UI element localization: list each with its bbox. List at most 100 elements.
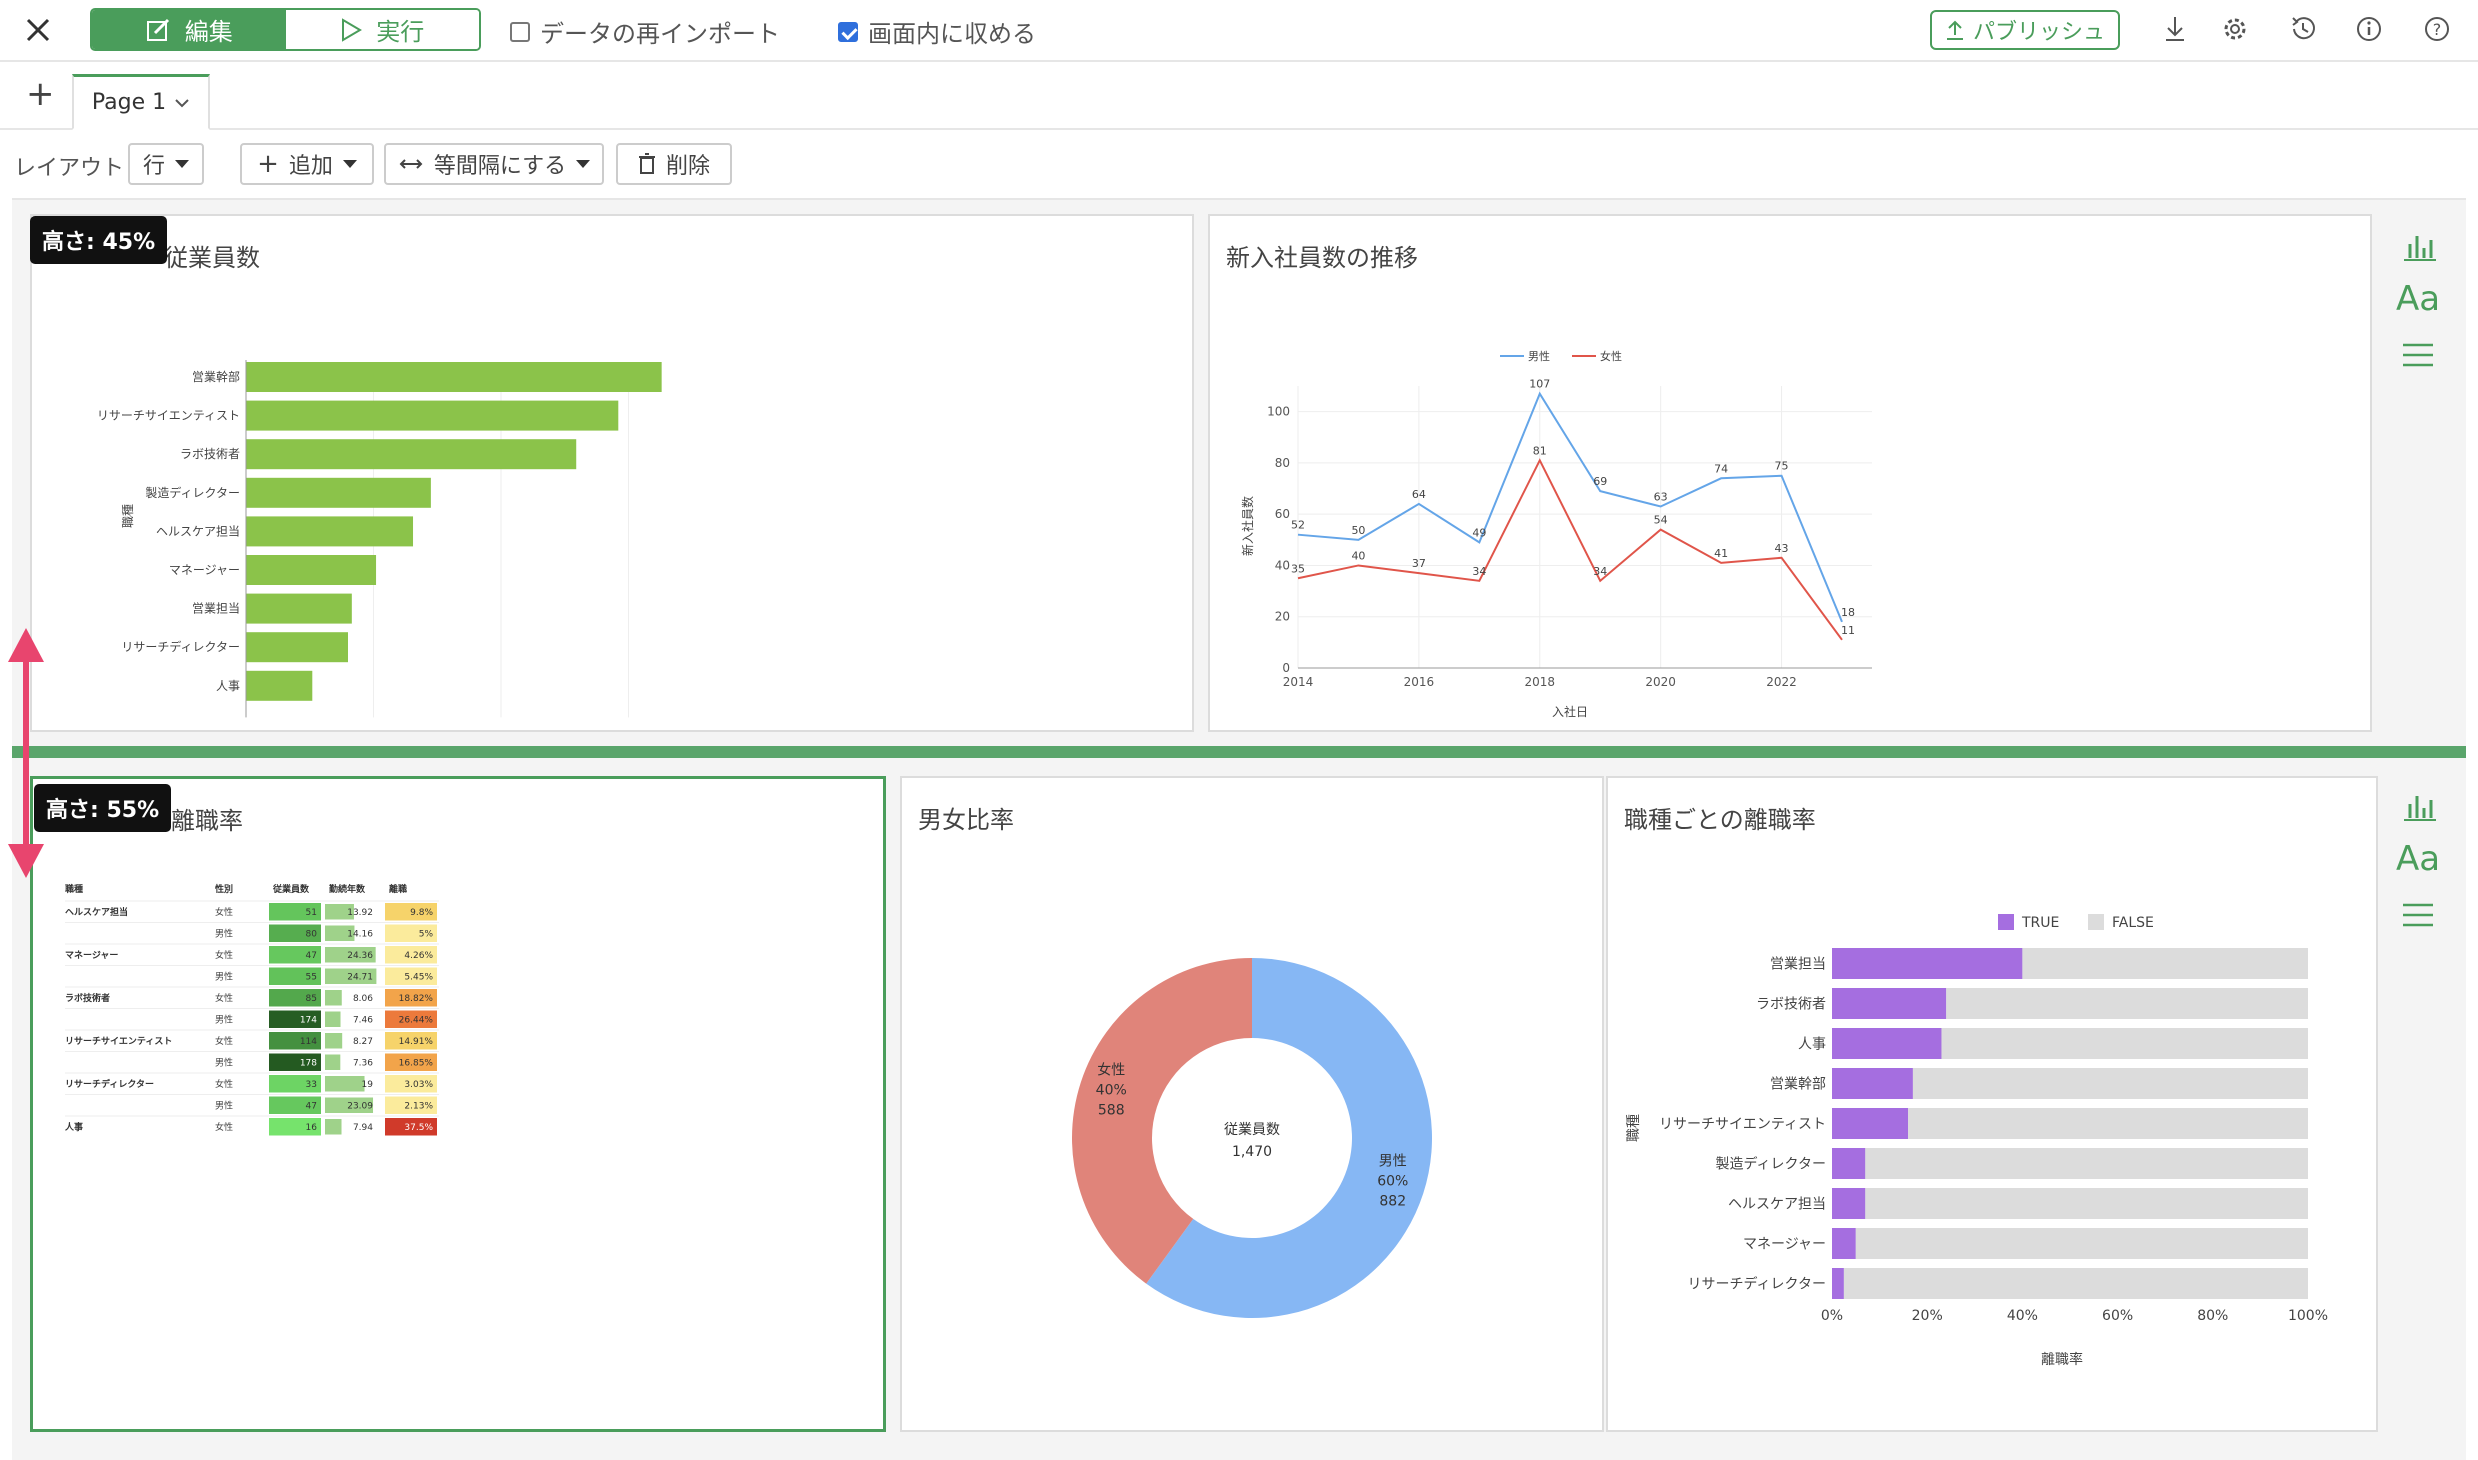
text-style-icon[interactable]: Aa [2394,278,2444,318]
x-tick-label: 2022 [1766,675,1797,689]
menu-lines-icon[interactable] [2400,340,2436,370]
layout-row-select[interactable]: 行 [128,143,204,185]
data-label: 107 [1529,378,1550,391]
table-cell-tenure: 24.71 [347,973,373,983]
table-cell-employees: 178 [300,1059,317,1069]
table-cell-tenure: 14.16 [347,930,373,940]
reimport-checkbox-box[interactable] [510,21,530,42]
table-cell-heat [269,1032,321,1050]
table-cell-gender: 女性 [215,992,233,1004]
table-cell-tenure: 7.46 [353,1016,373,1026]
chart-icon[interactable] [2400,790,2440,826]
table-cell-heat [385,946,437,964]
table-cell-tenure: 7.36 [353,1059,373,1069]
settings-gear-icon[interactable] [2218,12,2252,46]
svg-text:Aa: Aa [2396,839,2440,878]
stacked-bar-segment [1832,1188,1866,1219]
category-label: 営業担当 [1770,957,1826,973]
slice-name: 女性 [1097,1061,1125,1078]
menu-lines-icon[interactable] [2400,900,2436,930]
employees-chart-card[interactable]: 従業員数 0100200300営業幹部リサーチサイエンティストラボ技術者製造ディ… [30,214,1194,732]
table-header: 従業員数 [272,883,310,895]
table-cell-employees: 174 [300,1016,317,1026]
stacked-bar-segment [1865,1148,2308,1179]
table-cell-gender: 男性 [215,1014,233,1026]
table-cell-heat [269,924,321,942]
table-cell-attrition: 3.03% [404,1080,433,1090]
employees-bar-chart: 0100200300営業幹部リサーチサイエンティストラボ技術者製造ディレクターヘ… [97,360,662,718]
table-cell-heat [385,967,437,985]
download-icon[interactable] [2158,12,2192,46]
table-cell-job: マネージャー [65,950,118,961]
resize-vertical-arrow-icon[interactable] [4,628,48,878]
data-label: 52 [1291,519,1305,532]
table-cell-gender: 男性 [215,971,233,983]
x-tick-label: 2018 [1525,675,1556,689]
gender-chart-card[interactable]: 男女比率 男性 60% 882 女性 40% 588 従業員数 1,470 [900,776,1604,1432]
table-cell-heat [385,1075,437,1093]
row-divider-handle[interactable] [12,746,2466,758]
table-cell-gender: 男性 [215,928,233,940]
edit-mode-label: 編集 [184,18,233,46]
chart-icon[interactable] [2400,230,2440,266]
layout-toolbar: レイアウト 行 + 追加 等間隔にする 削除 [0,130,2478,198]
publish-button[interactable]: パブリッシュ [1930,10,2120,50]
add-page-button[interactable]: + [26,74,55,114]
equal-spacing-button[interactable]: 等間隔にする [384,143,604,185]
stacked-bar-segment [1832,1028,1942,1059]
table-cell-attrition: 5% [419,930,434,940]
category-label: 営業幹部 [192,369,240,384]
caret-down-icon [576,160,591,168]
top-toolbar: 編集 実行 データの再インポート 画面内に収める パブリッシュ [0,0,2478,62]
add-item-button[interactable]: + 追加 [240,143,374,185]
stacked-bar-segment [1908,1108,2308,1139]
stacked-bar-segment [1832,1108,1909,1139]
data-label: 69 [1593,475,1607,488]
card-title-attrition: 離職率 [171,807,243,835]
new-hires-chart-card[interactable]: 新入社員数の推移 0 20 40 60 80 100 2014 2016 2018 2020 202… [1208,214,2372,732]
reimport-checkbox[interactable]: データの再インポート [510,14,780,49]
stacked-bar-segment [1832,1228,1856,1259]
table-cell-databar [325,947,376,963]
bar [246,670,313,701]
delete-button[interactable]: 削除 [616,143,732,185]
card-title-attrition-by-job: 職種ごとの離職率 [1624,806,1816,834]
table-cell-attrition: 9.8% [410,908,433,918]
table-cell-heat [269,1118,321,1136]
info-icon[interactable] [2352,12,2386,46]
table-cell-gender: 女性 [215,906,233,918]
attrition-table-card[interactable]: 離職率 職種 性別 従業員数 勤続年数 離職 ヘルスケア担当 女性 51 13.92 9.8% 男性… [30,776,886,1432]
category-label: ヘルスケア担当 [156,524,240,538]
run-mode-button[interactable]: 実行 [285,10,479,49]
caret-down-icon [342,160,357,168]
table-cell-heat [385,1010,437,1028]
history-icon[interactable] [2286,12,2320,46]
x-tick-label: 0% [1821,1308,1843,1324]
horizontal-arrows-icon [399,159,423,169]
table-cell-databar [325,1119,342,1135]
gender-donut-chart: 男性 60% 882 女性 40% 588 従業員数 1,470 [1072,958,1432,1318]
table-cell-attrition: 4.26% [404,951,433,961]
legend-label: 男性 [1528,349,1550,363]
caret-down-icon [175,160,189,168]
stacked-bar-segment [1843,1268,2308,1299]
text-style-icon[interactable]: Aa [2394,838,2444,878]
data-label: 81 [1533,444,1547,457]
table-cell-databar [325,1011,341,1027]
table-cell-heat [269,1053,321,1071]
slice-name: 男性 [1379,1154,1407,1170]
help-icon[interactable]: ? [2420,12,2454,46]
table-cell-attrition: 37.5% [404,1123,433,1133]
attrition-by-job-card[interactable]: 職種ごとの離職率 TRUE FALSE 営業担当 ラボ技術者 人事 営業幹部 リサーチサイエ… [1606,776,2378,1432]
data-label: 18 [1841,606,1855,619]
mode-toggle: 編集 実行 [90,8,481,51]
close-icon[interactable] [24,16,52,44]
table-cell-tenure: 13.92 [347,908,373,918]
tab-page-1[interactable]: Page 1 [72,74,210,130]
publish-label: パブリッシュ [1972,20,2105,45]
fit-screen-checkbox[interactable]: 画面内に収める [838,14,1036,49]
table-cell-databar [325,1054,341,1070]
fit-screen-checkbox-box[interactable] [838,21,858,42]
edit-mode-button[interactable]: 編集 [92,10,286,49]
y-tick-label: 40 [1275,558,1290,572]
